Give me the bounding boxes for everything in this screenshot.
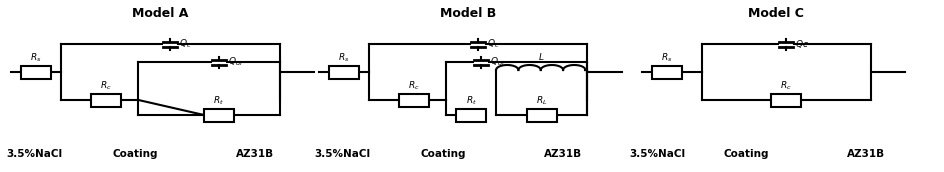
Text: $R_s$: $R_s$ — [30, 51, 42, 63]
Text: 3.5%NaCl: 3.5%NaCl — [313, 149, 370, 159]
Bar — [21, 66, 51, 78]
Bar — [526, 109, 556, 121]
Bar — [204, 109, 233, 121]
Text: Model A: Model A — [132, 7, 188, 20]
Text: Model C: Model C — [748, 7, 803, 20]
Text: $Q_c$: $Q_c$ — [179, 38, 192, 50]
Text: 3.5%NaCl: 3.5%NaCl — [628, 149, 684, 159]
Text: $R_s$: $R_s$ — [338, 51, 349, 63]
Bar — [398, 94, 428, 106]
Text: AZ31B: AZ31B — [235, 149, 274, 159]
Text: $R_t$: $R_t$ — [213, 94, 224, 106]
Text: $R_s$: $R_s$ — [661, 51, 672, 63]
Text: $R_c$: $R_c$ — [100, 79, 111, 92]
Text: $R_c$: $R_c$ — [780, 79, 791, 92]
Text: Coating: Coating — [420, 149, 465, 159]
Text: Coating: Coating — [112, 149, 158, 159]
Text: $Q_c$: $Q_c$ — [486, 38, 499, 50]
Text: $L$: $L$ — [537, 51, 544, 62]
Text: $R_c$: $R_c$ — [407, 79, 419, 92]
Text: AZ31B: AZ31B — [846, 149, 884, 159]
Text: 3.5%NaCl: 3.5%NaCl — [6, 149, 62, 159]
Bar — [91, 94, 121, 106]
Text: $Qc$: $Qc$ — [794, 38, 808, 50]
Text: $Q_{dl}$: $Q_{dl}$ — [228, 56, 243, 68]
Bar — [329, 66, 359, 78]
Text: $R_t$: $R_t$ — [465, 94, 476, 106]
Bar — [456, 109, 485, 121]
Text: $R_L$: $R_L$ — [535, 94, 547, 106]
Bar — [651, 66, 681, 78]
Bar — [770, 94, 801, 106]
Text: Model B: Model B — [440, 7, 496, 20]
Text: $Q_{dl}$: $Q_{dl}$ — [490, 56, 504, 68]
Text: Coating: Coating — [723, 149, 768, 159]
Text: AZ31B: AZ31B — [543, 149, 582, 159]
